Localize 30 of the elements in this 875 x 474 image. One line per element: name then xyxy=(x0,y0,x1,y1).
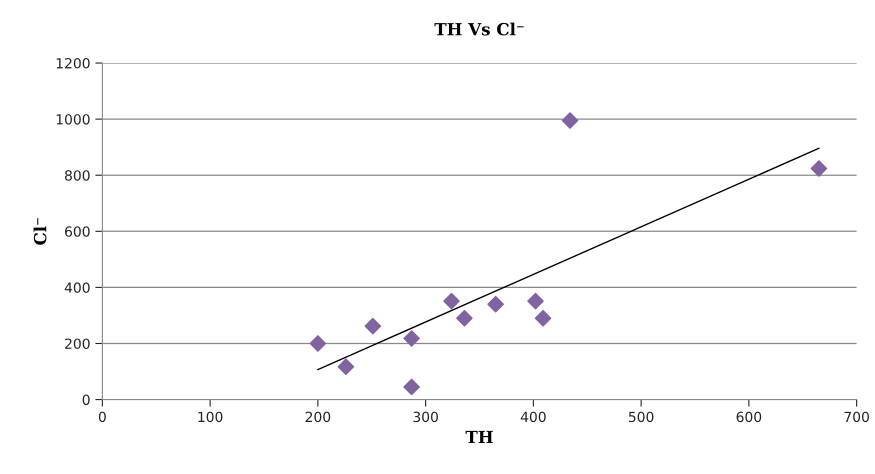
x-tick-label: 0 xyxy=(98,412,106,422)
x-axis-title: TH xyxy=(466,430,493,444)
x-tick-label: 400 xyxy=(520,412,546,422)
point xyxy=(364,318,382,334)
x-tick-label: 700 xyxy=(844,412,869,422)
y-tick-label: 600 xyxy=(65,226,90,237)
y-tick-label: 0 xyxy=(82,394,90,406)
point xyxy=(527,292,544,310)
point xyxy=(443,292,460,310)
x-tick-label: 600 xyxy=(736,412,762,422)
x-tick-label: 300 xyxy=(413,412,438,422)
point xyxy=(310,335,326,352)
y-tick-label: 1000 xyxy=(56,114,90,125)
point xyxy=(487,296,504,313)
point xyxy=(562,112,578,129)
y-axis-title: Cl⁻ xyxy=(34,218,46,245)
y-tick-label: 400 xyxy=(64,282,90,293)
point xyxy=(403,330,420,347)
y-tick-label: 200 xyxy=(65,338,90,349)
point xyxy=(810,160,828,177)
y-tick-label: 800 xyxy=(65,170,90,181)
y-tick-label: 1200 xyxy=(56,58,90,69)
x-tick-label: 200 xyxy=(306,412,330,422)
point xyxy=(403,378,420,396)
x-tick-label: 100 xyxy=(198,412,222,422)
chart-title: TH Vs Cl⁻ xyxy=(434,22,524,36)
point xyxy=(338,358,354,376)
point xyxy=(534,310,552,327)
point xyxy=(456,310,473,327)
x-tick-label: 500 xyxy=(628,412,654,422)
